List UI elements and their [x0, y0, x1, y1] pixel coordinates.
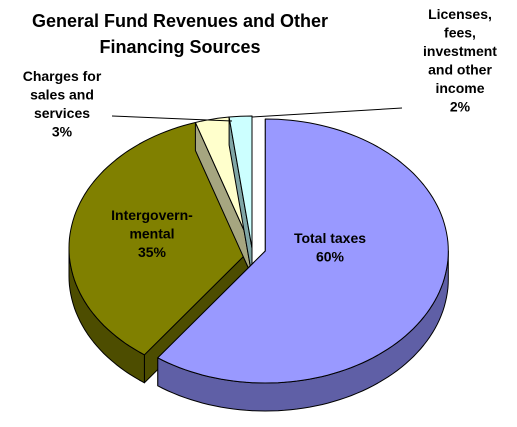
leader-line	[251, 107, 403, 118]
value-label: 3%	[52, 124, 73, 140]
label-line: fees,	[444, 25, 476, 41]
label-line: sales and	[30, 87, 94, 103]
label-line: mental	[129, 226, 174, 242]
slice	[68, 122, 253, 356]
label-line: income	[435, 80, 484, 96]
label-line: Intergovern-	[111, 207, 193, 223]
leader-line	[111, 115, 233, 122]
chart-title: General Fund Revenues and Other	[32, 11, 328, 31]
label-line: services	[34, 105, 90, 121]
value-label: 2%	[450, 99, 471, 115]
slice	[194, 116, 253, 249]
slice	[157, 118, 449, 384]
chart-title: Financing Sources	[99, 37, 260, 57]
slice	[228, 115, 253, 249]
label-line: and other	[428, 62, 492, 78]
value-label: 60%	[316, 249, 345, 265]
label-line: Total taxes	[294, 230, 366, 246]
label-line: Licenses,	[428, 6, 492, 22]
label-line: Charges for	[23, 68, 102, 84]
slice-label: Licenses, fees, investment and other income 2…	[423, 6, 497, 115]
label-line: investment	[423, 43, 497, 59]
slice-label: Charges for sales and services 3%	[23, 68, 102, 140]
slice-label: Intergovern-mental 35%	[111, 207, 193, 260]
value-label: 35%	[138, 244, 167, 260]
slice-label: Total taxes 60%	[294, 230, 366, 265]
